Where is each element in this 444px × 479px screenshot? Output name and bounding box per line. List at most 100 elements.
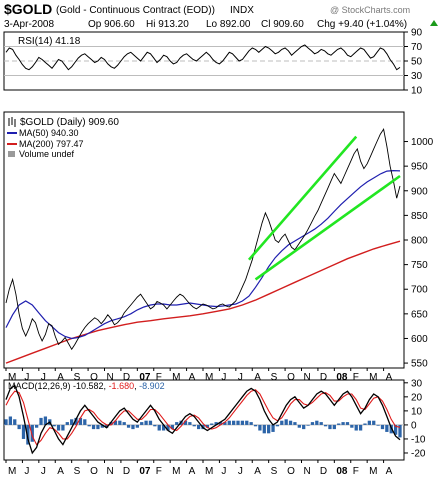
x-tick-label: S (74, 372, 81, 383)
histogram-bar (249, 422, 253, 425)
macd-tick-label: -20 (411, 448, 426, 459)
x-tick-label: M (172, 372, 180, 383)
histogram-bar (240, 420, 245, 425)
histogram-bar (227, 420, 231, 425)
x-tick-label: F (156, 466, 162, 477)
x-tick-label: J (238, 466, 243, 477)
histogram-bar (345, 422, 350, 425)
rsi-tick-label: 70 (411, 42, 423, 53)
rsi-axis: 90 70 50 30 10 (404, 28, 423, 97)
x-tick-label: M (369, 372, 377, 383)
histogram-bar (35, 424, 39, 428)
x-tick-label: O (90, 372, 98, 383)
histogram-bar (236, 420, 240, 425)
x-tick-label: M (8, 466, 16, 477)
histogram-bar (245, 420, 249, 425)
histogram-bar (52, 424, 56, 427)
histogram-bar (192, 424, 196, 427)
histogram-bar (96, 424, 100, 430)
histogram-bar (328, 424, 332, 430)
x-tick-label: F (353, 466, 359, 477)
rsi-reference-lines (4, 46, 404, 76)
quote-high: Hi 913.20 (146, 19, 189, 30)
price-tick-label: 800 (411, 236, 428, 247)
histogram-bar (315, 420, 319, 425)
x-tick-label: A (386, 372, 393, 383)
watermark: @ StockCharts.com (330, 5, 410, 15)
x-tick-label: O (287, 372, 295, 383)
histogram-bar (280, 420, 284, 425)
x-tick-label: N (107, 372, 114, 383)
histogram-bar (4, 419, 8, 425)
x-tick-label: O (90, 466, 98, 477)
rsi-panel: 90 70 50 30 10 RSI(14) 41.18 (3, 28, 423, 97)
histogram-bar (210, 423, 214, 425)
histogram-bar (183, 420, 188, 425)
x-tick-label: 08 (336, 466, 348, 477)
trendlines (247, 135, 401, 281)
volume-legend-swatch (8, 151, 15, 157)
histogram-bar (358, 424, 363, 431)
quote-open: Op 906.60 (88, 19, 135, 30)
x-tick-label: N (107, 466, 114, 477)
trendline-1 (247, 135, 358, 261)
histogram-bar (223, 422, 227, 425)
histogram-bar (297, 424, 301, 428)
x-tick-label: S (271, 372, 278, 383)
histogram-bar (166, 424, 170, 431)
histogram-bar (367, 420, 371, 425)
price-tick-label: 650 (411, 309, 428, 320)
histogram-bar (74, 417, 78, 425)
x-tick-label: 07 (139, 466, 151, 477)
histogram-bar (262, 424, 266, 434)
ma50-legend-label: MA(50) 940.30 (19, 128, 79, 138)
histogram-bar (341, 422, 345, 425)
histogram-bar (21, 424, 26, 439)
x-tick-label: J (24, 372, 29, 383)
x-tick-label: A (189, 372, 196, 383)
histogram-bar (385, 424, 389, 432)
histogram-bar (258, 424, 262, 431)
x-tick-label: A (57, 466, 64, 477)
x-tick-label: A (57, 372, 64, 383)
symbol-title: $GOLD (4, 1, 52, 17)
histogram-bar (118, 420, 122, 425)
histogram-bar (70, 419, 74, 425)
macd-tick-label: 30 (411, 378, 423, 389)
price-line (5, 128, 401, 351)
histogram-bar (288, 420, 293, 425)
histogram-bar (284, 419, 288, 425)
histogram-bar (306, 424, 310, 426)
histogram-bar (87, 424, 91, 427)
histogram-bar (126, 424, 131, 428)
x-tick-label: N (304, 372, 311, 383)
histogram-bar (30, 424, 34, 442)
quote-date: 3-Apr-2008 (4, 19, 54, 30)
histogram-bar (8, 416, 13, 425)
up-triangle-icon (430, 20, 438, 26)
histogram-bar (196, 424, 201, 430)
histogram-bar (170, 424, 174, 430)
x-tick-label: S (271, 466, 278, 477)
price-tick-label: 600 (411, 334, 428, 345)
x-tick-label: A (189, 466, 196, 477)
x-tick-label: M (205, 466, 213, 477)
x-axis-bottom: M J J A S O N D 07 F M A M J J A S O N D 08 F M A (5, 460, 393, 477)
macd-tick-label: 0 (411, 420, 417, 431)
histogram-bar (13, 419, 17, 425)
x-tick-label: O (287, 466, 295, 477)
histogram-bar (350, 424, 354, 428)
x-tick-label: F (156, 372, 162, 383)
x-tick-label: S (74, 466, 81, 477)
macd-line (5, 384, 401, 455)
rsi-tick-label: 90 (411, 28, 423, 39)
rsi-tick-label: 10 (411, 86, 423, 97)
macd-panel: 30 20 10 0 -10 -20 MACD(12,26,9) -10.582, -1.… (3, 378, 426, 461)
histogram-bar (205, 424, 210, 428)
histogram-bar (91, 424, 96, 430)
histogram-bar (302, 424, 306, 430)
price-legend-label: $GOLD (Daily) 909.60 (20, 117, 119, 128)
price-legend: $GOLD (Daily) 909.60 MA(50) 940.30 MA(20… (7, 117, 119, 159)
histogram-bar (109, 422, 113, 425)
